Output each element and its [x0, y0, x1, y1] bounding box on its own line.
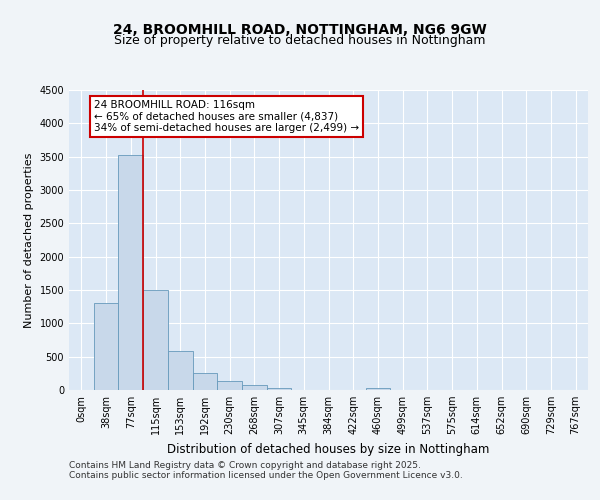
Y-axis label: Number of detached properties: Number of detached properties — [24, 152, 34, 328]
Bar — [168, 350, 193, 390]
Bar — [217, 381, 242, 390]
Bar — [143, 290, 168, 390]
Text: 24, BROOMHILL ROAD, NOTTINGHAM, NG6 9GW: 24, BROOMHILL ROAD, NOTTINGHAM, NG6 9GW — [113, 22, 487, 36]
Bar — [193, 374, 217, 390]
Text: Size of property relative to detached houses in Nottingham: Size of property relative to detached ho… — [114, 34, 486, 47]
Bar — [94, 304, 118, 390]
Bar — [365, 388, 390, 390]
Text: Contains HM Land Registry data © Crown copyright and database right 2025.
Contai: Contains HM Land Registry data © Crown c… — [69, 460, 463, 480]
X-axis label: Distribution of detached houses by size in Nottingham: Distribution of detached houses by size … — [167, 442, 490, 456]
Text: 24 BROOMHILL ROAD: 116sqm
← 65% of detached houses are smaller (4,837)
34% of se: 24 BROOMHILL ROAD: 116sqm ← 65% of detac… — [94, 100, 359, 133]
Bar — [267, 388, 292, 390]
Bar — [242, 385, 267, 390]
Bar — [118, 154, 143, 390]
